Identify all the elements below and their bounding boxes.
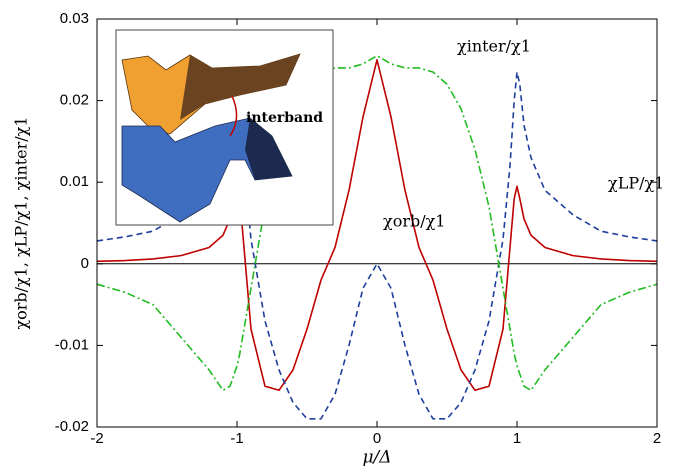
x-tick-label: 2 xyxy=(653,430,661,447)
x-tick-label: -2 xyxy=(90,430,103,447)
y-tick-label: 0.02 xyxy=(60,92,89,109)
y-tick-label: 0 xyxy=(81,255,89,272)
series-label: χinter/χ1 xyxy=(457,37,531,56)
x-tick-label: 1 xyxy=(513,430,521,447)
x-tick-label: 0 xyxy=(373,430,381,447)
series-label: χLP/χ1 xyxy=(608,174,664,193)
y-tick-label: 0.03 xyxy=(60,10,89,27)
series-label: χorb/χ1 xyxy=(383,212,445,231)
y-tick-label: -0.02 xyxy=(55,418,89,435)
y-axis-label: χorb/χ1, χLP/χ1, χinter/χ1 xyxy=(12,116,31,329)
x-tick-label: -1 xyxy=(230,430,243,447)
inset-label: interband xyxy=(246,110,323,126)
y-tick-label: -0.01 xyxy=(55,336,89,353)
x-axis-label: μ/Δ xyxy=(362,448,391,468)
y-tick-label: 0.01 xyxy=(60,173,89,190)
inset: interband xyxy=(116,30,333,225)
chart: χorb/χ1 χLP/χ1 χinter/χ1 interband -2 -1 0 1 2 -0… xyxy=(0,0,683,470)
